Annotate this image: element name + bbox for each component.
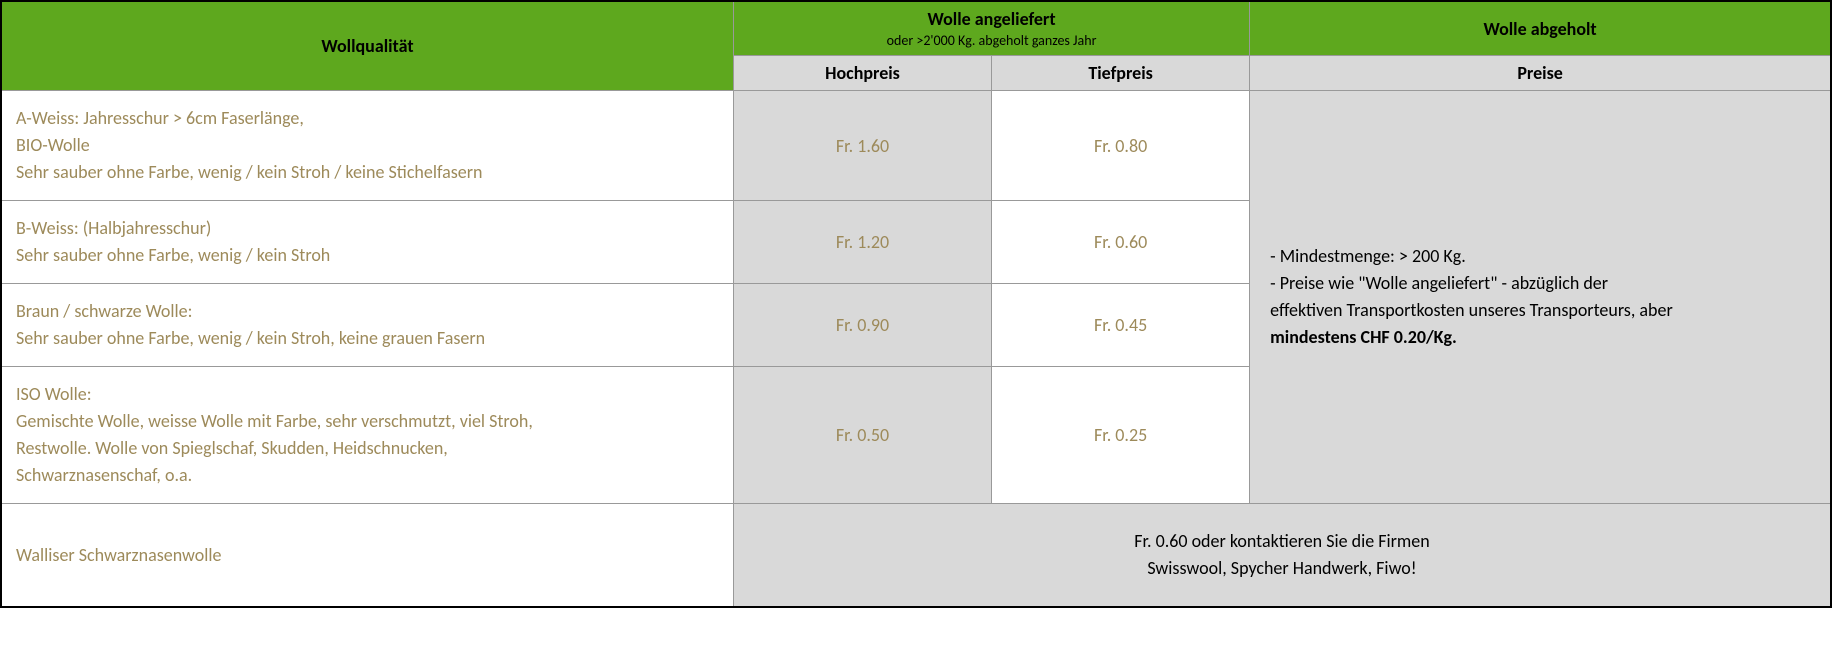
hochpreis-label: Hochpreis	[825, 62, 900, 84]
quality-line: Sehr sauber ohne Farbe, wenig / kein Str…	[16, 161, 482, 183]
wool-price-table: Wollqualität Wolle angeliefert oder >2'0…	[0, 0, 1832, 608]
col-delivered-header: Wolle angeliefert oder >2'000 Kg. abgeho…	[733, 1, 1249, 56]
footer-line2: Swisswool, Spycher Handwerk, Fiwo!	[1147, 557, 1416, 579]
quality-cell: B-Weiss: (Halbjahresschur) Sehr sauber oh…	[1, 201, 733, 284]
footer-info: Fr. 0.60 oder kontaktieren Sie die Firme…	[733, 504, 1831, 608]
pickedup-title: Wolle abgeholt	[1483, 18, 1596, 40]
table-body: A-Weiss: Jahresschur > 6cm Faserlänge, BI…	[1, 91, 1831, 504]
tiefpreis-header: Tiefpreis	[992, 56, 1250, 91]
table-row: A-Weiss: Jahresschur > 6cm Faserlänge, BI…	[1, 91, 1831, 201]
footer-quality-text: Walliser Schwarznasenwolle	[16, 544, 221, 566]
quality-cell: A-Weiss: Jahresschur > 6cm Faserlänge, BI…	[1, 91, 733, 201]
notes-line1: - Mindestmenge: > 200 Kg.	[1270, 245, 1466, 267]
preise-label: Preise	[1517, 62, 1563, 84]
delivered-title: Wolle angeliefert	[928, 8, 1056, 30]
hochpreis-cell: Fr. 1.20	[733, 201, 991, 284]
quality-line: Restwolle. Wolle von Spieglschaf, Skudde…	[16, 437, 448, 459]
notes-line2a: - Preise wie "Wolle angeliefert" - abzüg…	[1270, 272, 1608, 294]
quality-line: B-Weiss: (Halbjahresschur)	[16, 217, 211, 239]
tiefpreis-cell: Fr. 0.25	[992, 367, 1250, 504]
quality-header-text: Wollqualität	[321, 35, 413, 57]
tiefpreis-cell: Fr. 0.80	[992, 91, 1250, 201]
quality-line: Sehr sauber ohne Farbe, wenig / kein Str…	[16, 327, 485, 349]
notes-cell: - Mindestmenge: > 200 Kg. - Preise wie "W…	[1250, 91, 1831, 504]
notes-min: mindestens CHF 0.20/Kg.	[1270, 326, 1457, 348]
hochpreis-cell: Fr. 1.60	[733, 91, 991, 201]
quality-line: Braun / schwarze Wolle:	[16, 300, 192, 322]
tiefpreis-cell: Fr. 0.60	[992, 201, 1250, 284]
quality-line: Schwarznasenschaf, o.a.	[16, 464, 192, 486]
footer-line1: Fr. 0.60 oder kontaktieren Sie die Firme…	[1134, 530, 1429, 552]
col-quality-header: Wollqualität	[1, 1, 733, 91]
delivered-subtitle: oder >2'000 Kg. abgeholt ganzes Jahr	[748, 32, 1235, 49]
quality-line: Gemischte Wolle, weisse Wolle mit Farbe,…	[16, 410, 533, 432]
col-pickedup-header: Wolle abgeholt	[1250, 1, 1831, 56]
quality-line: A-Weiss: Jahresschur > 6cm Faserlänge,	[16, 107, 304, 129]
footer-row: Walliser Schwarznasenwolle Fr. 0.60 oder…	[1, 504, 1831, 608]
notes-line2b: effektiven Transportkosten unseres Trans…	[1270, 299, 1673, 321]
quality-line: ISO Wolle:	[16, 383, 92, 405]
footer-quality: Walliser Schwarznasenwolle	[1, 504, 733, 608]
preise-header: Preise	[1250, 56, 1831, 91]
hochpreis-cell: Fr. 0.90	[733, 284, 991, 367]
tiefpreis-label: Tiefpreis	[1088, 62, 1152, 84]
quality-cell: Braun / schwarze Wolle: Sehr sauber ohne …	[1, 284, 733, 367]
hochpreis-cell: Fr. 0.50	[733, 367, 991, 504]
tiefpreis-cell: Fr. 0.45	[992, 284, 1250, 367]
quality-line: Sehr sauber ohne Farbe, wenig / kein Str…	[16, 244, 330, 266]
quality-cell: ISO Wolle: Gemischte Wolle, weisse Wolle …	[1, 367, 733, 504]
price-table-container: Wollqualität Wolle angeliefert oder >2'0…	[0, 0, 1832, 608]
hochpreis-header: Hochpreis	[733, 56, 991, 91]
quality-line: BIO-Wolle	[16, 134, 90, 156]
header-row-1: Wollqualität Wolle angeliefert oder >2'0…	[1, 1, 1831, 56]
